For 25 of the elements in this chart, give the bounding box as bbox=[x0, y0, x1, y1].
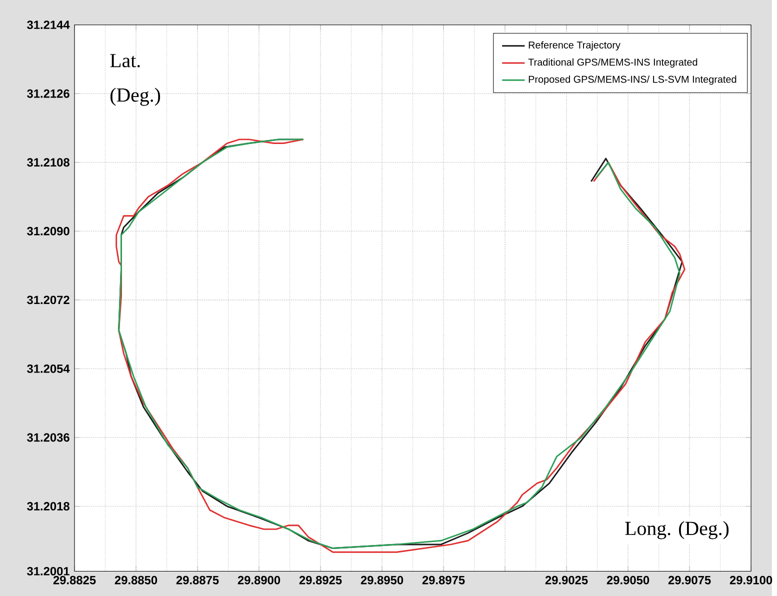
legend-label: Reference Trajectory bbox=[528, 41, 620, 50]
x-tick-label: 29.8825 bbox=[53, 576, 96, 584]
x-tick-label: 29.8850 bbox=[114, 576, 158, 584]
y-tick-label: 31.2126 bbox=[27, 89, 70, 98]
y-tick-label: 31.2001 bbox=[27, 566, 70, 576]
x-tick-label: 29.8950 bbox=[360, 576, 404, 584]
x-tick-label: 29.8925 bbox=[299, 576, 342, 584]
y-axis-title: Lat. (Deg.) bbox=[110, 54, 160, 106]
y-tick-label: 31.2072 bbox=[27, 296, 70, 304]
x-tick-label: 29.9050 bbox=[606, 576, 650, 584]
y-tick-label: 31.2054 bbox=[27, 364, 70, 373]
x-tick-label: 29.9075 bbox=[668, 576, 711, 584]
x-tick-label: 29.9025 bbox=[545, 576, 588, 584]
y-tick-label: 31.2036 bbox=[27, 433, 70, 442]
x-tick-label: 29.8900 bbox=[238, 576, 280, 584]
x-tick-label: 29.8975 bbox=[422, 576, 465, 584]
x-axis-title: Long. (Deg.) bbox=[625, 521, 729, 540]
x-tick-label: 29.9100 bbox=[730, 576, 772, 584]
y-tick-label: 31.2018 bbox=[27, 502, 70, 510]
x-tick-label: 29.8875 bbox=[176, 576, 219, 584]
legend-label: Traditional GPS/MEMS-INS Integrated bbox=[528, 58, 698, 68]
y-tick-label: 31.2108 bbox=[27, 158, 70, 167]
y-tick-label: 31.2090 bbox=[27, 226, 70, 236]
y-tick-label: 31.2144 bbox=[27, 20, 70, 30]
legend-label: Proposed GPS/MEMS-INS/ LS-SVM Integrated bbox=[528, 76, 736, 85]
